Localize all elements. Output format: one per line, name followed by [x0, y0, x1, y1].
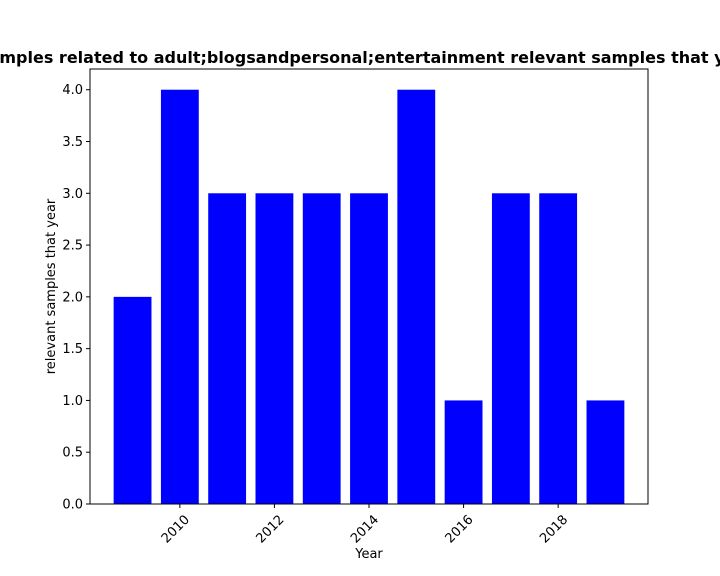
bar-2013	[302, 193, 341, 505]
y-tick-label: 2.0	[62, 290, 83, 305]
x-tick-label: 2012	[253, 512, 287, 546]
bar-2011	[208, 193, 247, 505]
y-tick-label: 1.0	[62, 394, 83, 409]
bars-group	[113, 89, 625, 505]
y-axis-label: relevant samples that year	[44, 198, 59, 374]
y-tick-label: 2.5	[62, 239, 83, 254]
chart-title: Number of samples related to adult;blogs…	[0, 48, 720, 67]
y-tick-label: 0.0	[62, 498, 83, 513]
x-axis-label: Year	[354, 547, 383, 562]
y-axis: 0.0 0.5 1.0 1.5 2.0 2.5 3.0 3.5 4.0	[62, 83, 90, 513]
x-tick-label: 2014	[348, 512, 382, 546]
bar-2018	[539, 193, 578, 505]
bar-2017	[491, 193, 530, 505]
bar-2019	[586, 400, 625, 504]
bar-2016	[444, 400, 483, 504]
bar-2014	[350, 193, 388, 505]
y-tick-label: 4.0	[62, 83, 83, 98]
x-tick-label: 2010	[159, 512, 193, 546]
bar-2012	[255, 193, 294, 505]
bar-2009	[113, 296, 152, 504]
bar-2010	[160, 89, 199, 504]
bar-2015	[397, 89, 436, 504]
x-tick-label: 2018	[537, 512, 571, 546]
y-tick-label: 0.5	[62, 446, 83, 461]
x-axis: 2010 2012 2014 2016 2018	[159, 504, 571, 546]
y-tick-label: 3.5	[62, 135, 83, 150]
x-tick-label: 2016	[443, 512, 477, 546]
y-tick-label: 3.0	[62, 187, 83, 202]
y-tick-label: 1.5	[62, 342, 83, 357]
